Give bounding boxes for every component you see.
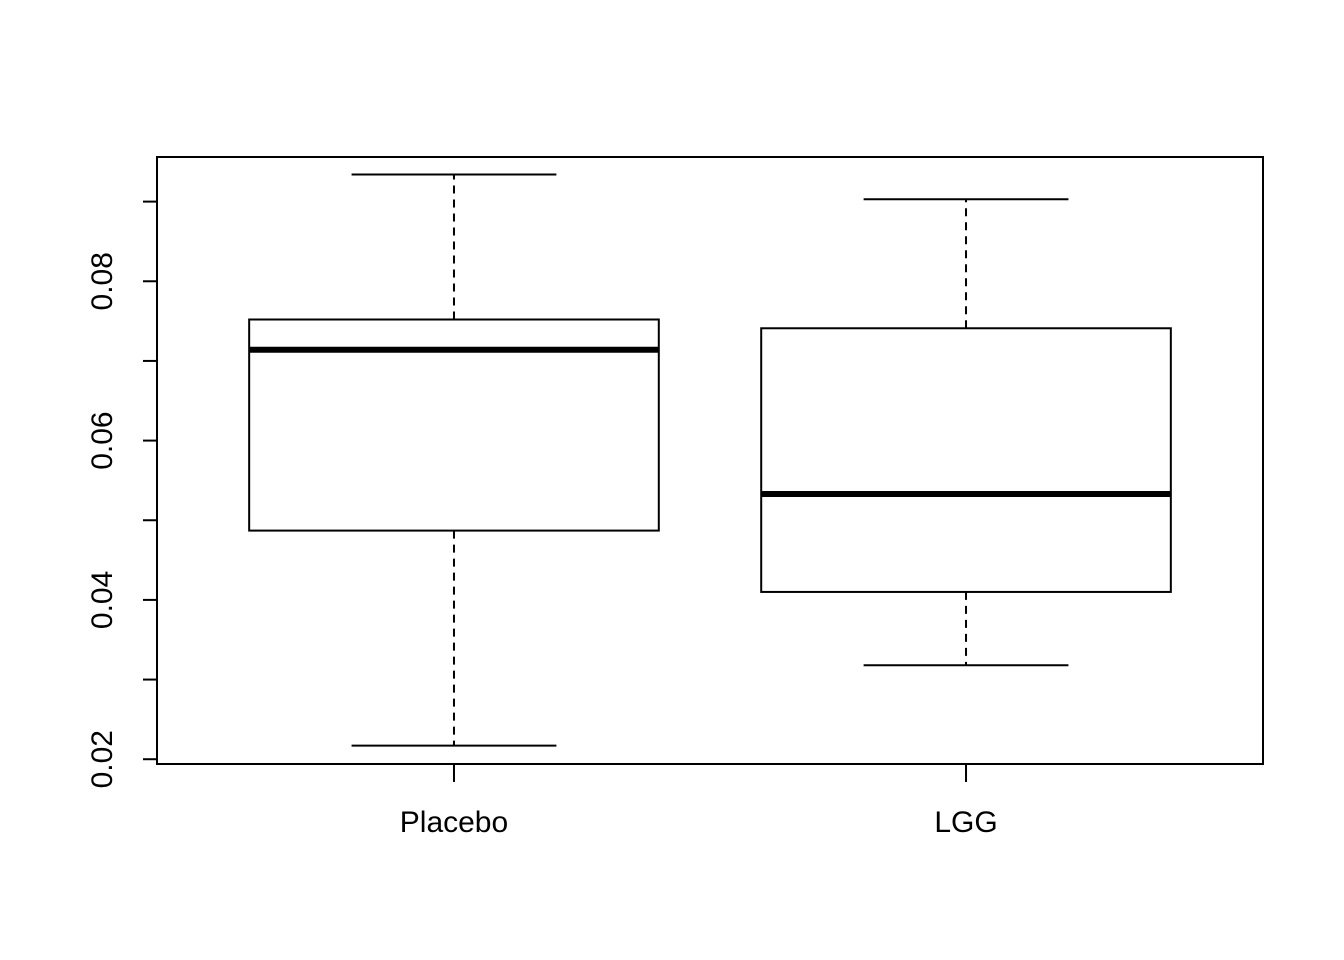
x-tick-label: Placebo: [400, 806, 508, 839]
y-tick-label: 0.02: [86, 730, 119, 788]
plot-frame: [156, 156, 1264, 765]
y-tick-label: 0.04: [86, 571, 119, 629]
box-lgg: [760, 198, 1172, 667]
box-placebo: [248, 173, 660, 747]
y-tick-label: 0.06: [86, 411, 119, 469]
boxes: [248, 173, 1172, 747]
x-tick-label: LGG: [934, 806, 997, 839]
y-axis: 0.02 0.04 0.06 0.08: [86, 200, 157, 788]
x-axis: Placebo LGG: [400, 764, 998, 839]
y-tick-label: 0.08: [86, 252, 119, 310]
iqr-box: [760, 327, 1172, 593]
iqr-box: [248, 318, 660, 532]
